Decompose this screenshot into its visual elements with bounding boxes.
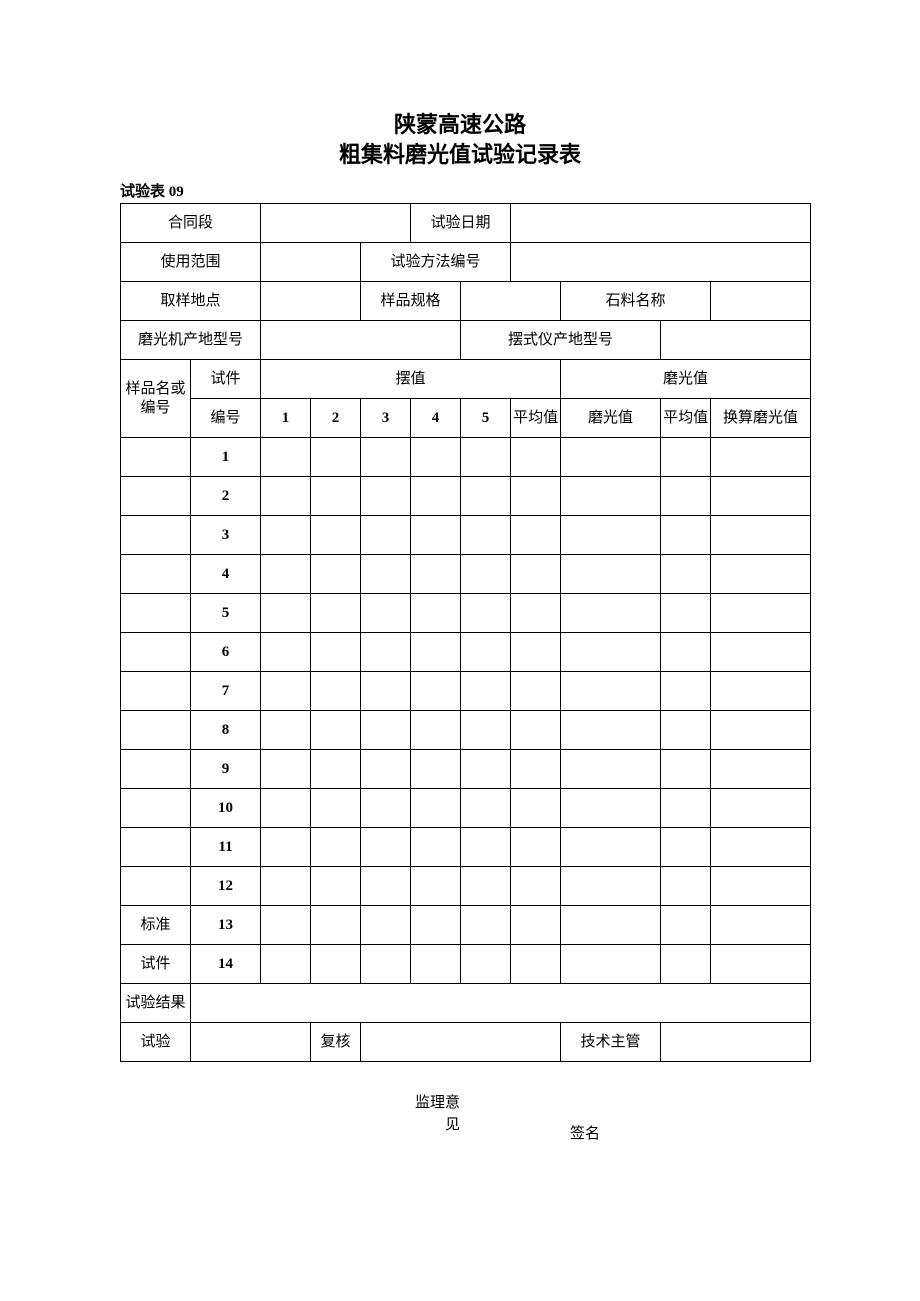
test-label: 试验 [121, 1023, 191, 1062]
page-title-line1: 陕蒙高速公路 [0, 110, 920, 140]
avg-header: 平均值 [511, 399, 561, 438]
polisher-model-value [261, 321, 461, 360]
row-no: 3 [191, 516, 261, 555]
row-no: 1 [191, 438, 261, 477]
table-row: 5 [121, 594, 811, 633]
sample-loc-value [261, 282, 361, 321]
table-row: 试件 14 [121, 945, 811, 984]
row-no: 7 [191, 672, 261, 711]
use-scope-value [261, 243, 361, 282]
table-row: 1 [121, 438, 811, 477]
footer-row: 试验 复核 技术主管 [121, 1023, 811, 1062]
polisher-model-label: 磨光机产地型号 [121, 321, 261, 360]
review-label: 复核 [311, 1023, 361, 1062]
row-no: 8 [191, 711, 261, 750]
pendulum-model-value [661, 321, 811, 360]
table-row: 7 [121, 672, 811, 711]
specimen-no-header: 编号 [191, 399, 261, 438]
converted-header: 换算磨光值 [711, 399, 811, 438]
manager-label: 技术主管 [561, 1023, 661, 1062]
row-no: 10 [191, 789, 261, 828]
row-no: 13 [191, 906, 261, 945]
test-date-value [511, 204, 811, 243]
test-date-label: 试验日期 [411, 204, 511, 243]
table-row: 8 [121, 711, 811, 750]
col-2-header: 2 [311, 399, 361, 438]
col-5-header: 5 [461, 399, 511, 438]
sample-loc-label: 取样地点 [121, 282, 261, 321]
supervise-opinion-label: 监理意 见 [340, 1092, 460, 1136]
stone-name-value [711, 282, 811, 321]
pendulum-model-label: 摆式仪产地型号 [461, 321, 661, 360]
sample-spec-label: 样品规格 [361, 282, 461, 321]
row-no: 4 [191, 555, 261, 594]
avg2-header: 平均值 [661, 399, 711, 438]
row-no: 5 [191, 594, 261, 633]
sample-name-cell: 标准 [121, 906, 191, 945]
test-value [191, 1023, 311, 1062]
row-no: 2 [191, 477, 261, 516]
result-label: 试验结果 [121, 984, 191, 1023]
table-row: 2 [121, 477, 811, 516]
table-row: 11 [121, 828, 811, 867]
table-row: 6 [121, 633, 811, 672]
form-number: 试验表 09 [120, 180, 920, 201]
table-row: 12 [121, 867, 811, 906]
manager-value [661, 1023, 811, 1062]
sample-spec-value [461, 282, 561, 321]
stone-name-label: 石料名称 [561, 282, 711, 321]
col-1-header: 1 [261, 399, 311, 438]
contract-section-label: 合同段 [121, 204, 261, 243]
review-value [361, 1023, 561, 1062]
record-table: 合同段 试验日期 使用范围 试验方法编号 取样地点 样品规格 石料名称 [120, 203, 811, 1062]
sample-name-cell: 试件 [121, 945, 191, 984]
swing-value-header: 摆值 [261, 360, 561, 399]
row-no: 14 [191, 945, 261, 984]
row-no: 11 [191, 828, 261, 867]
sample-name-header: 样品名或编号 [121, 360, 191, 438]
row-no: 6 [191, 633, 261, 672]
polish-value-header: 磨光值 [561, 360, 811, 399]
col-4-header: 4 [411, 399, 461, 438]
col-3-header: 3 [361, 399, 411, 438]
table-row: 10 [121, 789, 811, 828]
table-row: 4 [121, 555, 811, 594]
sign-label: 签名 [570, 1122, 600, 1143]
method-no-label: 试验方法编号 [361, 243, 511, 282]
result-value [191, 984, 811, 1023]
table-row: 标准 13 [121, 906, 811, 945]
table-row: 9 [121, 750, 811, 789]
polish-header: 磨光值 [561, 399, 661, 438]
table-row: 3 [121, 516, 811, 555]
use-scope-label: 使用范围 [121, 243, 261, 282]
method-no-value [511, 243, 811, 282]
row-no: 12 [191, 867, 261, 906]
result-row: 试验结果 [121, 984, 811, 1023]
contract-section-value [261, 204, 411, 243]
specimen-header: 试件 [191, 360, 261, 399]
page-title-line2: 粗集料磨光值试验记录表 [0, 140, 920, 170]
row-no: 9 [191, 750, 261, 789]
